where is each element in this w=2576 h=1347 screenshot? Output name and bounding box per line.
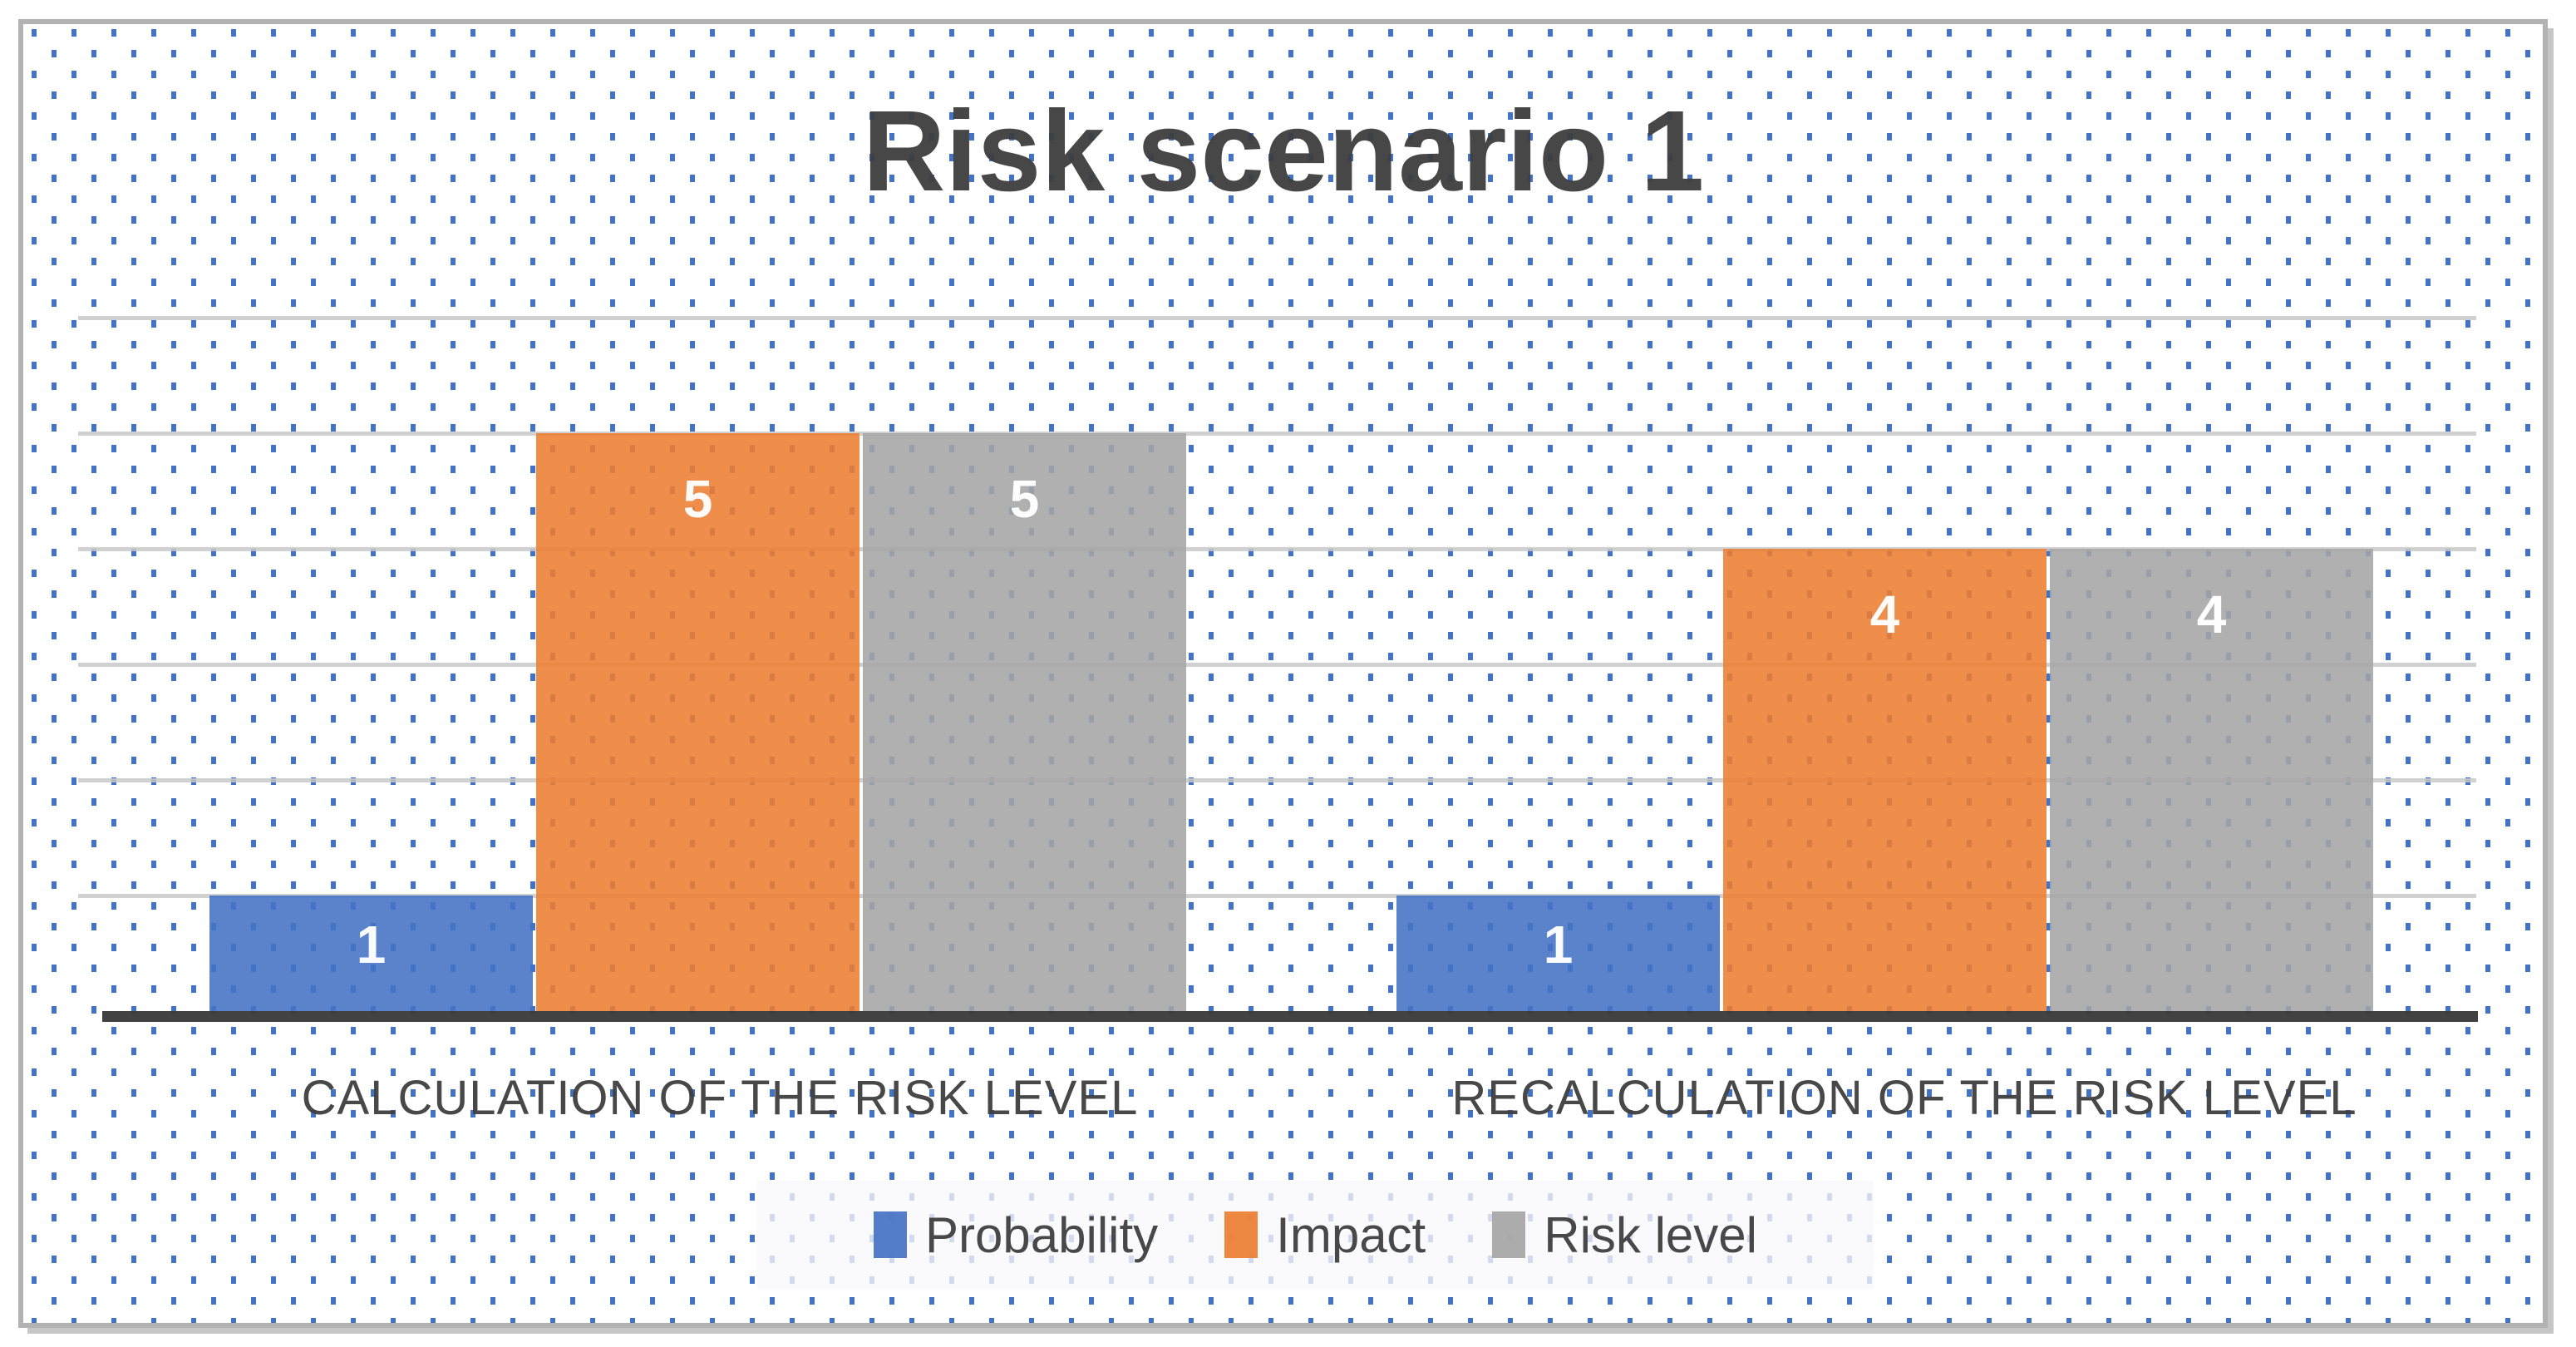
bar-chart: Risk scenario 1 1 5 5 1 4 4 CALCULATION OF TH… — [23, 24, 2543, 1323]
bar-value-label: 4 — [2196, 585, 2227, 644]
bar-probability-group1: 1 — [209, 896, 533, 1011]
bar-risk-level-group1: 5 — [863, 433, 1186, 1011]
bar-risk-level-group2: 4 — [2050, 549, 2373, 1011]
bar-impact-group2: 4 — [1723, 549, 2047, 1011]
bar-value-label: 5 — [1009, 469, 1040, 529]
legend-label: Risk level — [1544, 1206, 1757, 1263]
legend-swatch-risk-level — [1492, 1211, 1526, 1258]
chart-title: Risk scenario 1 — [862, 87, 1705, 215]
category-label: RECALCULATION OF THE RISK LEVEL — [1451, 1071, 2357, 1125]
legend-swatch-impact — [1224, 1211, 1258, 1258]
legend-label: Impact — [1276, 1206, 1426, 1263]
gridline — [78, 316, 2476, 320]
bar-value-label: 4 — [1869, 585, 1900, 644]
bar-impact-group1: 5 — [536, 433, 859, 1011]
bar-value-label: 1 — [356, 915, 387, 974]
legend-swatch-probability — [874, 1211, 908, 1258]
bar-probability-group2: 1 — [1396, 896, 1720, 1011]
legend-item-risk-level: Risk level — [1492, 1206, 1757, 1264]
category-label: CALCULATION OF THE RISK LEVEL — [301, 1071, 1139, 1125]
legend-item-probability: Probability — [874, 1206, 1158, 1264]
bar-value-label: 1 — [1543, 915, 1574, 974]
legend: Probability Impact Risk level — [757, 1181, 1874, 1289]
gridline — [78, 432, 2476, 436]
chart-figure-frame: Risk scenario 1 1 5 5 1 4 4 CALCULATION OF TH… — [18, 19, 2548, 1328]
legend-item-impact: Impact — [1224, 1206, 1426, 1264]
x-axis-line — [102, 1011, 2478, 1022]
legend-label: Probability — [925, 1206, 1159, 1263]
bar-value-label: 5 — [682, 469, 713, 529]
